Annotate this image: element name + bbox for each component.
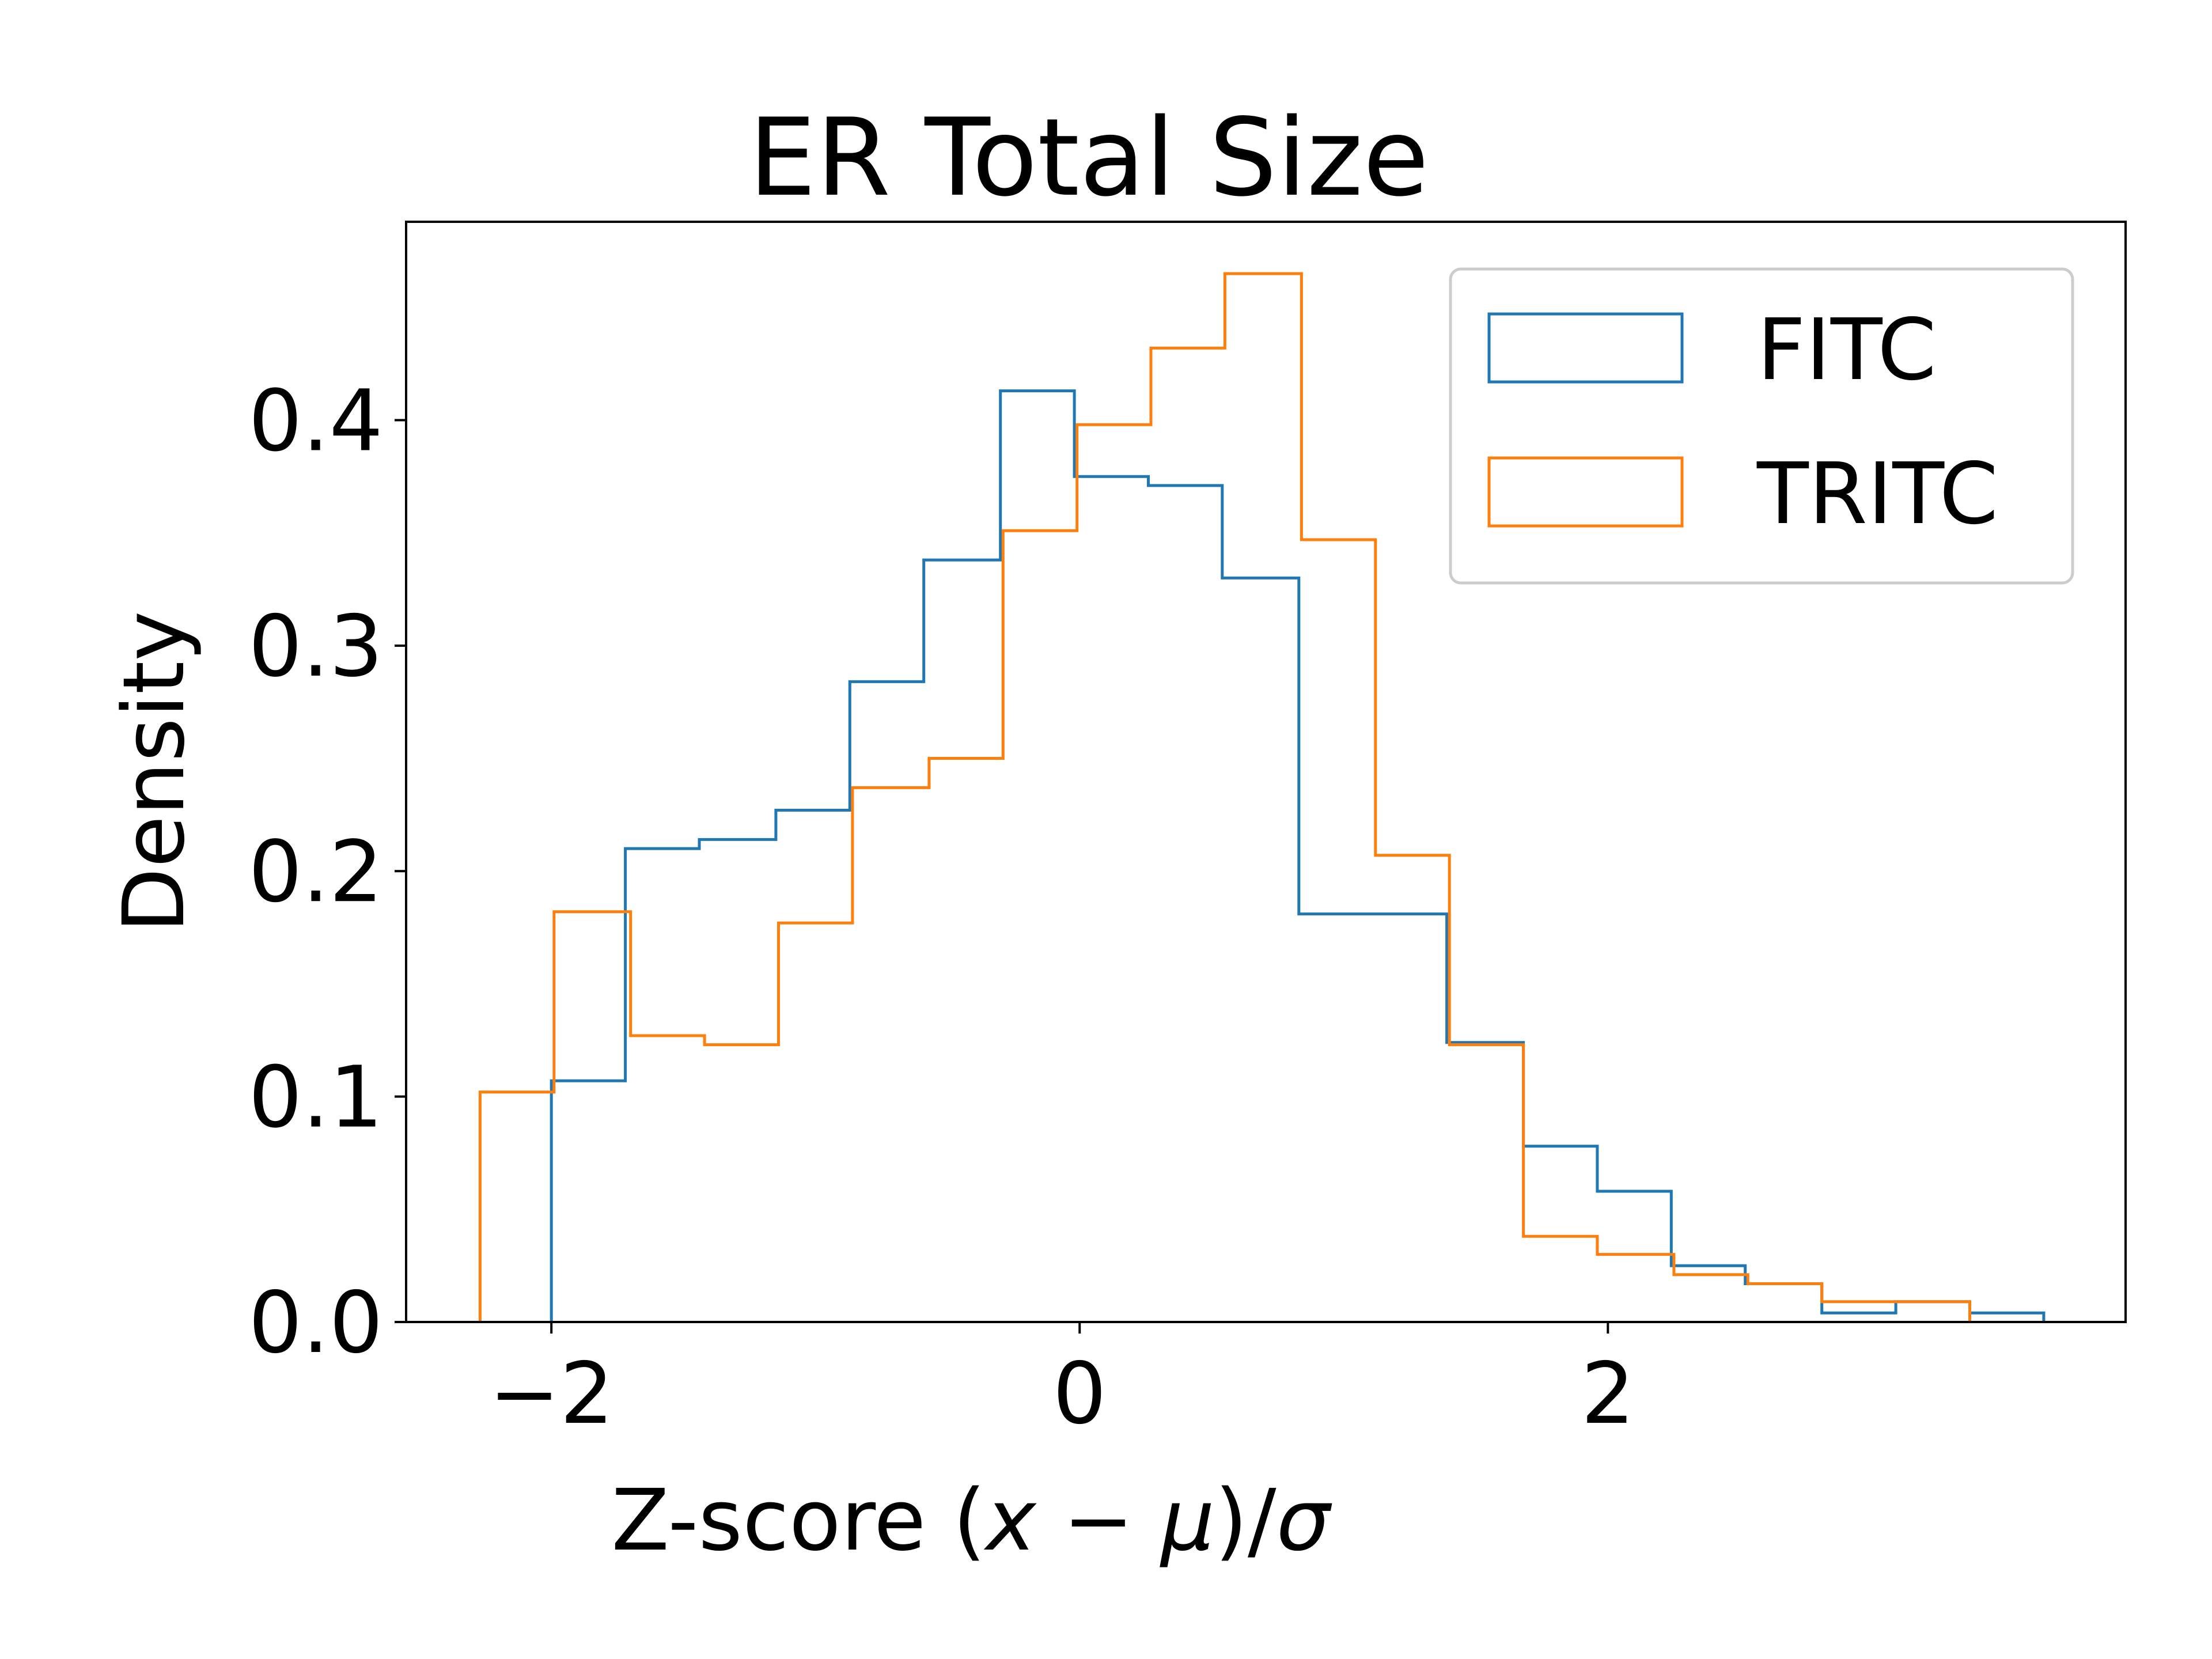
legend-frame (1449, 267, 2074, 585)
y-axis-ticks: 0.0 0.1 0.2 0.3 0.4 (248, 372, 406, 1372)
y-tick-label: 0.0 (248, 1274, 383, 1372)
x-axis-label-mu: μ (1160, 1471, 1215, 1570)
x-tick-label: 2 (1581, 1344, 1635, 1443)
y-tick-label: 0.2 (248, 823, 383, 921)
x-tick-label: 0 (1052, 1344, 1107, 1443)
chart-title: ER Total Size (748, 95, 1429, 220)
x-axis-label-x: x (984, 1471, 1037, 1570)
x-axis-label: Z-score (x − μ)/σ (611, 1471, 1332, 1570)
x-axis-label-sigma: σ (1277, 1471, 1332, 1570)
series-layer (478, 272, 2046, 1322)
legend-swatch-tritc (1487, 456, 1684, 528)
legend-label-fitc: FITC (1757, 301, 1937, 399)
x-axis-label-prefix: Z-score ( (611, 1471, 986, 1570)
legend-label-tritc: TRITC (1756, 445, 1998, 543)
legend-swatch-fitc (1487, 312, 1684, 384)
y-tick-label: 0.4 (248, 372, 383, 470)
y-tick-label: 0.3 (248, 597, 383, 696)
histogram-step-tritc (478, 272, 1971, 1322)
plot-frame (405, 221, 2127, 1323)
x-axis-label-close: )/ (1215, 1471, 1277, 1570)
x-tick-label: −2 (489, 1344, 614, 1443)
y-axis-label: Density (105, 611, 203, 933)
legend: FITC TRITC (1449, 267, 2074, 585)
x-axis-ticks: −2 0 2 (489, 1322, 1635, 1443)
x-axis-label-minus: − (1036, 1471, 1161, 1570)
y-tick-label: 0.1 (248, 1048, 383, 1147)
